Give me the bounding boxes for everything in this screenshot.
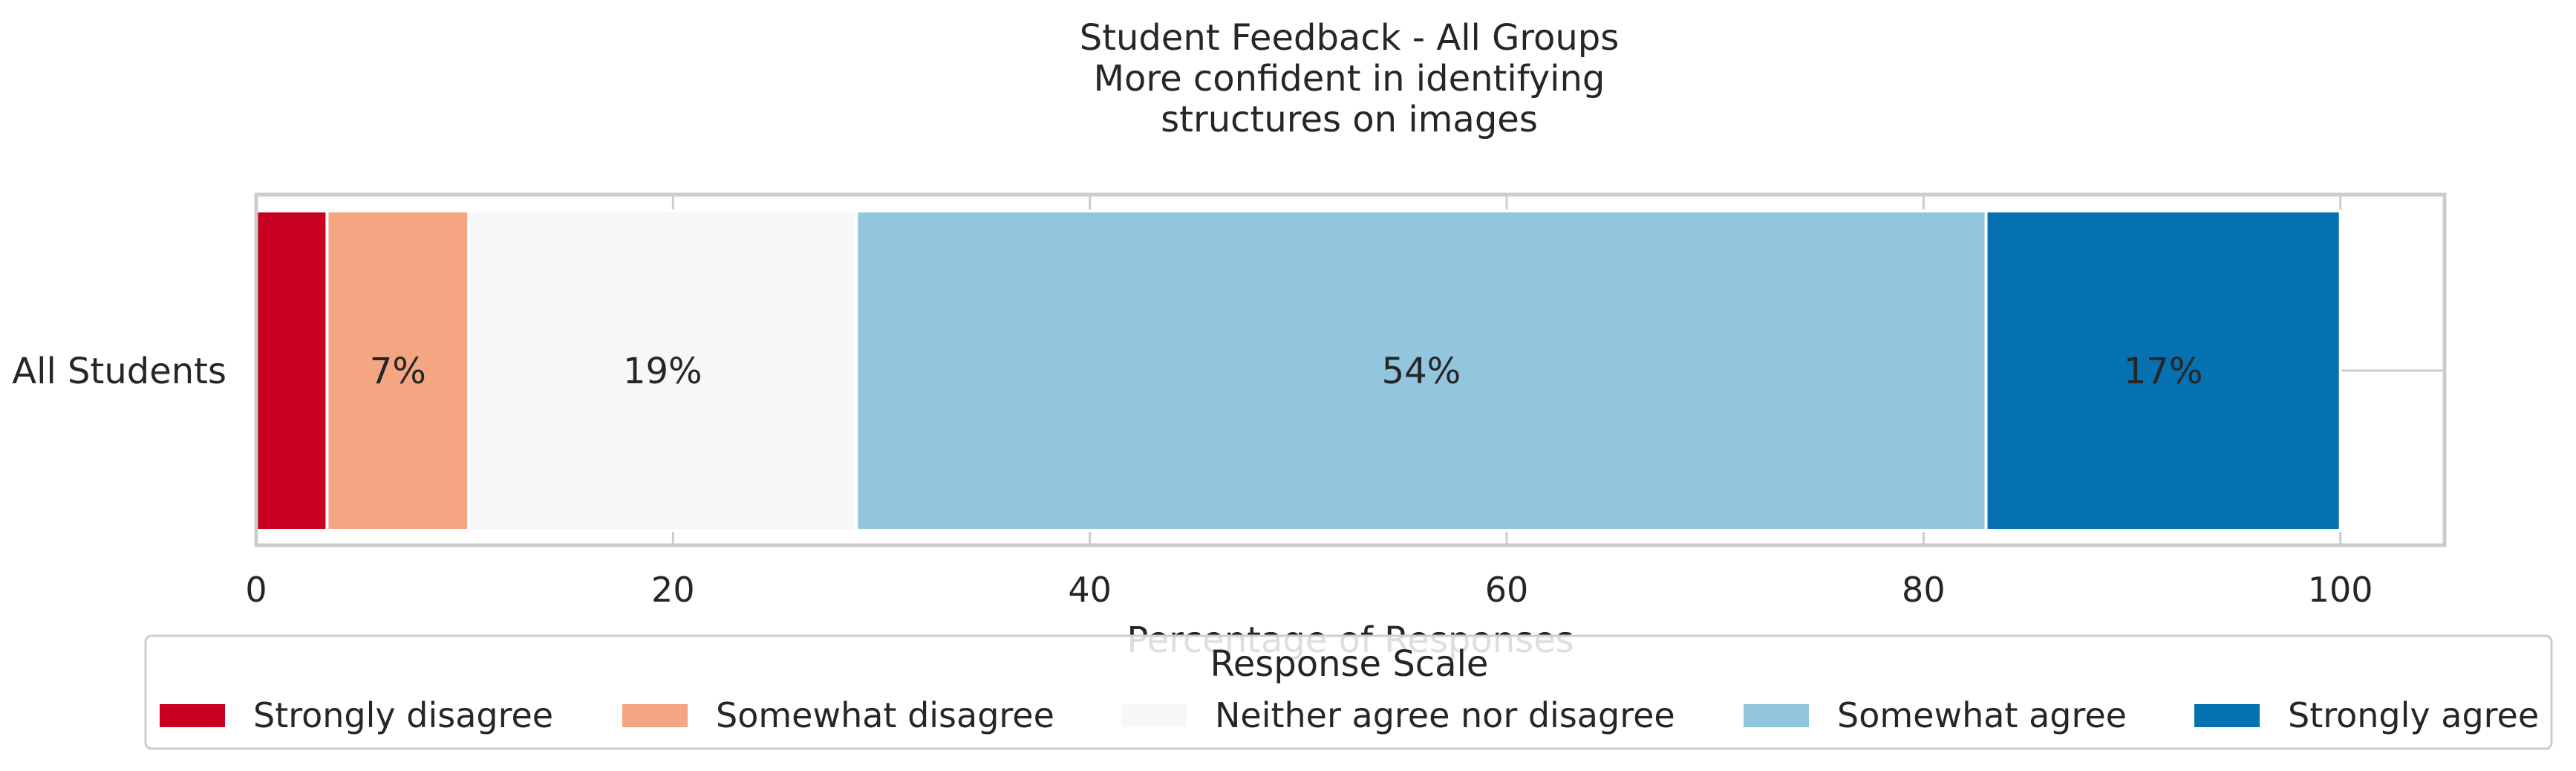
bar-value-label: 54% — [1382, 351, 1461, 392]
legend-label: Somewhat agree — [1837, 695, 2127, 735]
legend-swatch — [1744, 704, 1809, 727]
legend-label: Strongly agree — [2288, 695, 2539, 735]
y-axis: All Students — [12, 351, 226, 392]
bar-segment — [255, 209, 329, 532]
bar-segment — [325, 209, 471, 532]
x-tick-label: 80 — [1902, 570, 1946, 610]
legend-swatch — [2194, 704, 2260, 727]
plot-frame — [254, 192, 2447, 547]
chart-title-line: More confident in identifying — [1094, 58, 1605, 100]
x-tick-label: 20 — [651, 570, 695, 610]
y-tick-label: All Students — [12, 351, 226, 392]
bars: 7% 19% 54% 17% — [255, 209, 2342, 532]
chart-title-line: structures on images — [1161, 99, 1538, 140]
legend-label: Somewhat disagree — [716, 695, 1054, 735]
bar-value-label: 7% — [370, 351, 426, 392]
x-axis: 0 20 40 60 80 100 — [245, 570, 2373, 610]
legend: Response Scale Strongly disagree Somewhat … — [144, 634, 2553, 750]
legend-swatch — [622, 704, 688, 727]
chart-title-line: Student Feedback - All Groups — [1080, 17, 1620, 59]
x-tick-label: 60 — [1485, 570, 1529, 610]
bar-segment — [467, 209, 858, 532]
bar-value-label: 19% — [623, 351, 702, 392]
legend-swatch — [160, 704, 225, 727]
legend-box — [144, 634, 2553, 750]
legend-title: Response Scale — [1210, 643, 1489, 685]
bar-segment — [855, 209, 1988, 532]
legend-label: Strongly disagree — [253, 695, 553, 735]
x-tick-label: 100 — [2308, 570, 2373, 610]
legend-label: Neither agree nor disagree — [1215, 695, 1675, 735]
x-tick-label: 0 — [245, 570, 267, 610]
bar-segment — [1984, 209, 2342, 532]
bar-value-label: 17% — [2124, 351, 2203, 392]
legend-swatch — [1121, 704, 1187, 727]
x-tick-label: 40 — [1068, 570, 1112, 610]
